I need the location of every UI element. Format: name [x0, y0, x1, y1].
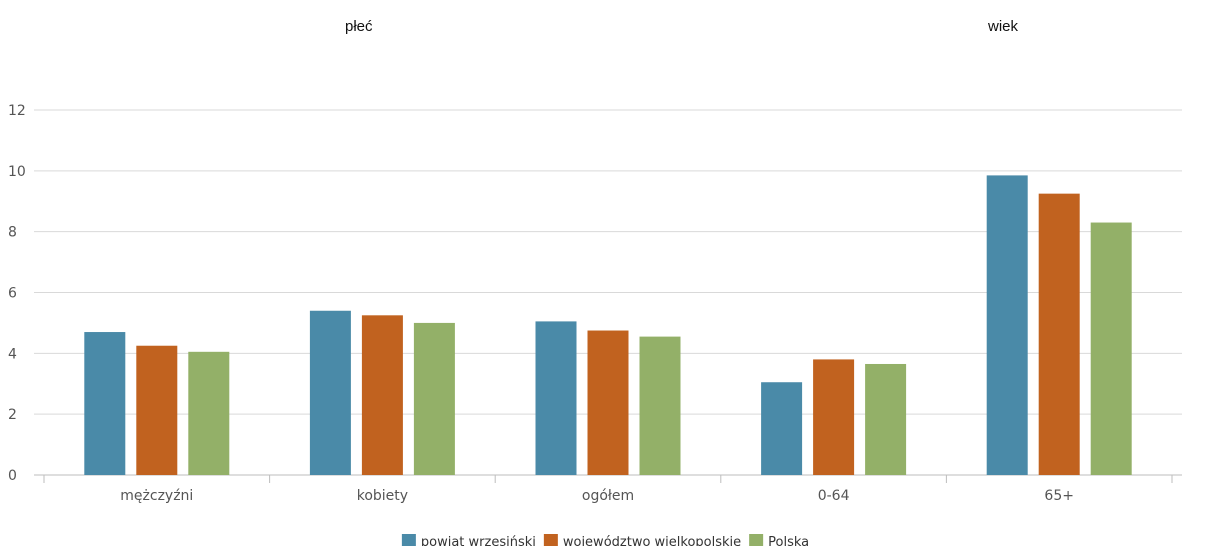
bar	[986, 175, 1028, 476]
bar	[309, 310, 351, 475]
group-header-age: wiek	[988, 18, 1019, 35]
bar	[413, 322, 455, 475]
axes	[34, 474, 1182, 483]
legend-swatch	[543, 534, 558, 546]
bar	[1038, 193, 1080, 476]
legend-swatch	[401, 534, 416, 546]
labels: 0 2 4 6 8 10 12 mężczyźni kobiety ogółem 0-64 65+	[8, 103, 1074, 504]
bars	[84, 175, 1132, 476]
group-header-gender: płeć	[345, 18, 373, 35]
y-tick-label: 0	[8, 468, 17, 484]
x-tick-label: mężczyźni	[120, 488, 193, 504]
bar	[188, 351, 230, 475]
y-tick-label: 8	[8, 225, 17, 241]
y-tick-label: 12	[8, 103, 26, 119]
legend-label: powiat wrzesiński	[421, 535, 536, 546]
y-tick-label: 4	[8, 346, 17, 362]
y-tick-label: 2	[8, 407, 17, 423]
legend-label: województwo wielkopolskie	[563, 535, 741, 546]
bar	[639, 336, 681, 475]
y-tick-label: 10	[8, 164, 26, 180]
x-tick-label: 0-64	[818, 488, 850, 504]
legend: powiat wrzesiński województwo wielkopolsk…	[401, 534, 809, 546]
x-tick-label: 65+	[1044, 488, 1074, 504]
x-tick-label: ogółem	[582, 488, 634, 504]
x-tick-label: kobiety	[357, 488, 408, 504]
bar	[587, 330, 629, 475]
bar	[865, 363, 907, 475]
bar	[84, 332, 126, 475]
legend-label: Polska	[768, 535, 809, 546]
legend-swatch	[749, 534, 764, 546]
bar	[813, 359, 855, 475]
bar	[361, 315, 403, 475]
bar	[761, 382, 803, 475]
bar	[136, 345, 178, 475]
bar	[535, 321, 577, 475]
bar	[1090, 222, 1132, 475]
y-tick-label: 6	[8, 286, 17, 302]
